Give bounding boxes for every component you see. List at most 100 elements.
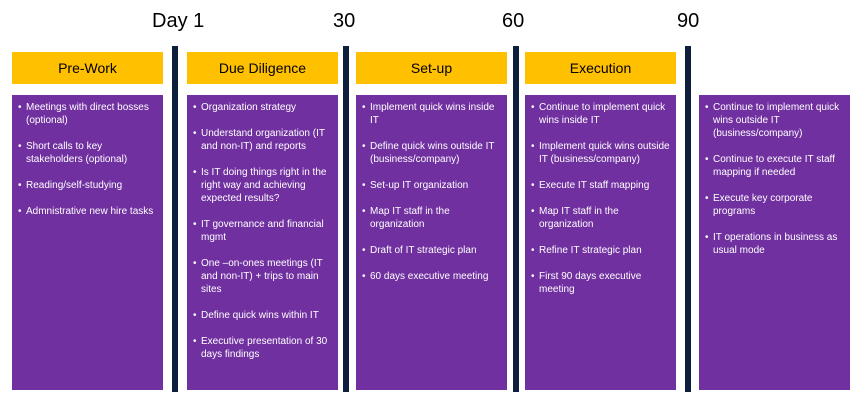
phase-item: • Define quick wins outside IT (business/… <box>362 140 501 166</box>
phase-item-text: IT operations in business as usual mode <box>713 232 838 256</box>
divider-day1 <box>172 46 178 392</box>
phase-item-text: IT governance and financial mgmt <box>201 219 324 243</box>
phase-item: • Executive presentation of 30 days findi… <box>193 335 332 361</box>
phase-item-text: Refine IT strategic plan <box>539 245 642 256</box>
day-label-30: 30 <box>333 10 356 32</box>
bullet-icon: • <box>531 180 535 191</box>
phase-item: • Execute key corporate programs <box>705 192 844 218</box>
day-label-day1: Day 1 <box>152 10 205 32</box>
phase-item: • One –on-ones meetings (IT and non-IT) +… <box>193 257 332 296</box>
phase-item-text: Implement quick wins inside IT <box>370 102 495 126</box>
bullet-icon: • <box>531 271 535 282</box>
phase-header-due-diligence: Due Diligence <box>187 52 338 84</box>
bullet-icon: • <box>193 167 197 178</box>
phase-items-due-diligence: • Organization strategy • Understand organi… <box>193 101 332 361</box>
day-label-90: 90 <box>677 10 700 32</box>
phase-item: • Set-up IT organization <box>362 179 501 192</box>
bullet-icon: • <box>531 206 535 217</box>
phase-item: • Draft of IT strategic plan <box>362 244 501 257</box>
bullet-icon: • <box>531 141 535 152</box>
phase-item-text: Map IT staff in the organization <box>539 206 619 230</box>
phase-header-execution: Execution <box>525 52 676 84</box>
bullet-icon: • <box>193 102 197 113</box>
bullet-icon: • <box>531 245 535 256</box>
phase-item: • Define quick wins within IT <box>193 309 332 322</box>
phase-item-text: Organization strategy <box>201 102 297 113</box>
phase-item-text: One –on-ones meetings (IT and non-IT) + … <box>201 258 323 295</box>
phase-item: • IT operations in business as usual mode <box>705 231 844 257</box>
phase-item: • Implement quick wins inside IT <box>362 101 501 127</box>
phase-box-due-diligence: • Organization strategy • Understand organi… <box>187 95 338 390</box>
phase-items-set-up: • Implement quick wins inside IT • Define q… <box>362 101 501 283</box>
phase-items-execution: • Continue to implement quick wins inside… <box>531 101 670 296</box>
phase-item: • Continue to execute IT staff mapping if… <box>705 153 844 179</box>
phase-item-text: Continue to implement quick wins inside … <box>539 102 666 126</box>
phase-item: • Continue to implement quick wins inside… <box>531 101 670 127</box>
phase-item: • Admnistrative new hire tasks <box>18 205 157 218</box>
phase-item: • 60 days executive meeting <box>362 270 501 283</box>
bullet-icon: • <box>531 102 535 113</box>
phase-item-text: Continue to implement quick wins outside… <box>713 102 840 139</box>
phase-header-set-up: Set-up <box>356 52 507 84</box>
bullet-icon: • <box>18 180 22 191</box>
bullet-icon: • <box>705 193 709 204</box>
phase-item-text: Continue to execute IT staff mapping if … <box>713 154 835 178</box>
phase-item: • Continue to implement quick wins outsid… <box>705 101 844 140</box>
phase-item-text: Executive presentation of 30 days findin… <box>201 336 328 360</box>
phase-item-text: Execute key corporate programs <box>713 193 813 217</box>
phase-item: • First 90 days executive meeting <box>531 270 670 296</box>
phase-item: • Reading/self-studying <box>18 179 157 192</box>
bullet-icon: • <box>193 219 197 230</box>
phase-item: • Is IT doing things right in the right w… <box>193 166 332 205</box>
divider-30 <box>343 46 349 392</box>
phase-box-pre-work: • Meetings with direct bosses (optional) •… <box>12 95 163 390</box>
bullet-icon: • <box>193 310 197 321</box>
phase-item: • Organization strategy <box>193 101 332 114</box>
phase-header-pre-work: Pre-Work <box>12 52 163 84</box>
phase-item-text: Map IT staff in the organization <box>370 206 450 230</box>
phase-item-text: Define quick wins outside IT (business/c… <box>370 141 495 165</box>
bullet-icon: • <box>362 180 366 191</box>
phase-item: • Refine IT strategic plan <box>531 244 670 257</box>
phase-item-text: Short calls to key stakeholders (optiona… <box>26 141 128 165</box>
phase-box-post-90: • Continue to implement quick wins outsid… <box>699 95 850 390</box>
phase-items-pre-work: • Meetings with direct bosses (optional) •… <box>18 101 157 218</box>
phase-item: • Meetings with direct bosses (optional) <box>18 101 157 127</box>
bullet-icon: • <box>193 258 197 269</box>
bullet-icon: • <box>705 102 709 113</box>
bullet-icon: • <box>18 141 22 152</box>
phase-item: • Short calls to key stakeholders (option… <box>18 140 157 166</box>
phase-item: • Map IT staff in the organization <box>362 205 501 231</box>
phase-item: • IT governance and financial mgmt <box>193 218 332 244</box>
phase-item: • Map IT staff in the organization <box>531 205 670 231</box>
bullet-icon: • <box>193 128 197 139</box>
bullet-icon: • <box>362 245 366 256</box>
phase-item: • Implement quick wins outside IT (busine… <box>531 140 670 166</box>
phase-item: • Execute IT staff mapping <box>531 179 670 192</box>
phase-item-text: Draft of IT strategic plan <box>370 245 477 256</box>
bullet-icon: • <box>18 102 22 113</box>
phase-item-text: Reading/self-studying <box>26 180 123 191</box>
day-label-60: 60 <box>502 10 525 32</box>
phase-item-text: Meetings with direct bosses (optional) <box>26 102 149 126</box>
phase-item-text: Understand organization (IT and non-IT) … <box>201 128 325 152</box>
phase-item-text: Define quick wins within IT <box>201 310 319 321</box>
phase-box-set-up: • Implement quick wins inside IT • Define q… <box>356 95 507 390</box>
phase-items-post-90: • Continue to implement quick wins outsid… <box>705 101 844 257</box>
divider-60 <box>513 46 519 392</box>
phase-box-execution: • Continue to implement quick wins inside… <box>525 95 676 390</box>
bullet-icon: • <box>193 336 197 347</box>
phase-item-text: Execute IT staff mapping <box>539 180 650 191</box>
bullet-icon: • <box>705 232 709 243</box>
phase-item-text: Set-up IT organization <box>370 180 469 191</box>
bullet-icon: • <box>362 141 366 152</box>
divider-90 <box>685 46 691 392</box>
phase-item-text: Is IT doing things right in the right wa… <box>201 167 327 204</box>
phase-item-text: Implement quick wins outside IT (busines… <box>539 141 670 165</box>
phase-item-text: 60 days executive meeting <box>370 271 489 282</box>
phase-item: • Understand organization (IT and non-IT)… <box>193 127 332 153</box>
phase-item-text: First 90 days executive meeting <box>539 271 642 295</box>
bullet-icon: • <box>18 206 22 217</box>
bullet-icon: • <box>362 102 366 113</box>
bullet-icon: • <box>362 271 366 282</box>
